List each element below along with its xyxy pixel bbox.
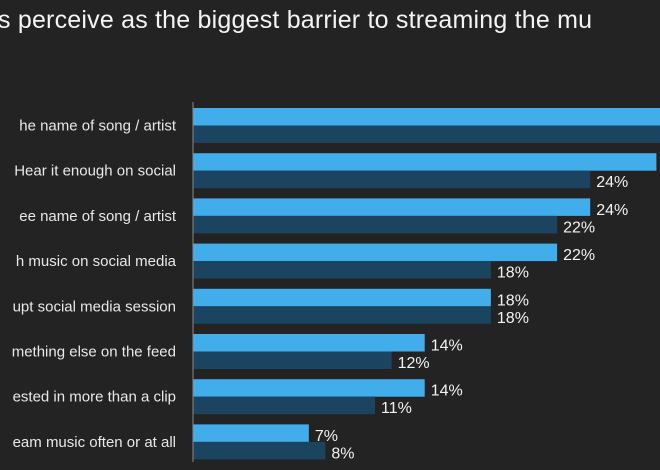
data-label: 24% — [596, 174, 628, 191]
data-label: 7% — [315, 428, 338, 445]
data-label: 18% — [497, 310, 529, 327]
category-label: ee name of song / artist — [19, 208, 177, 225]
bar-series-2 — [193, 306, 491, 324]
bar-series-1 — [193, 153, 657, 171]
bar-series-1 — [193, 108, 660, 126]
bar-series-1 — [193, 243, 558, 262]
bar-series-2 — [193, 396, 376, 415]
bar-series-1 — [193, 198, 591, 216]
data-label: 24% — [596, 202, 628, 219]
bar-series-1 — [193, 424, 309, 442]
data-label: 22% — [563, 247, 595, 264]
category-label: Hear it enough on social — [14, 163, 176, 180]
bar-series-1 — [193, 288, 491, 307]
data-label: 22% — [563, 219, 595, 236]
category-label: h music on social media — [16, 253, 177, 270]
data-label: 11% — [381, 400, 412, 417]
data-label: 18% — [497, 292, 529, 309]
category-label: ested in more than a clip — [13, 389, 176, 406]
bar-series-1 — [193, 334, 425, 352]
bar-series-2 — [193, 351, 392, 369]
bar-series-2 — [193, 261, 491, 279]
category-label: upt social media session — [13, 298, 176, 315]
category-label: he name of song / artist — [19, 118, 177, 135]
category-label: mething else on the feed — [12, 344, 176, 361]
bar-series-2 — [193, 125, 660, 143]
data-label: 14% — [431, 338, 463, 355]
data-label: 12% — [398, 355, 430, 372]
data-label: 8% — [331, 445, 354, 462]
bar-series-2 — [193, 215, 558, 234]
category-label: eam music often or at all — [13, 434, 176, 451]
bar-series-2 — [193, 441, 326, 460]
data-label: 14% — [431, 383, 463, 400]
chart-title: s perceive as the biggest barrier to str… — [0, 6, 593, 34]
bar-series-1 — [193, 379, 425, 397]
data-label: 18% — [497, 265, 529, 282]
bar-series-2 — [193, 170, 591, 189]
